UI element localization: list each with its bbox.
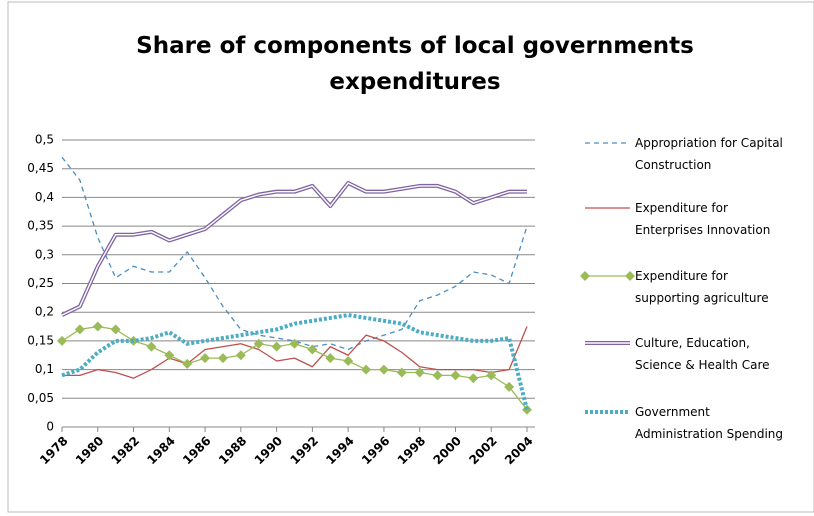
x-tick-label: 1986 (180, 434, 214, 468)
y-tick-label: 0,4 (35, 190, 54, 204)
x-tick-label: 1992 (287, 434, 321, 468)
x-tick-label: 1982 (109, 434, 143, 468)
marker (92, 321, 103, 332)
y-tick-label: 0,05 (27, 391, 54, 405)
x-tick-label: 1988 (216, 434, 250, 468)
marker (307, 344, 318, 355)
y-tick-label: 0,5 (35, 133, 54, 147)
marker (289, 338, 300, 349)
x-tick-label: 2000 (431, 434, 465, 468)
y-tick-label: 0,35 (27, 219, 54, 233)
legend-marker (580, 271, 590, 281)
x-tick-label: 2004 (502, 434, 536, 468)
marker (378, 364, 389, 375)
marker (343, 355, 354, 366)
series-line (61, 181, 527, 317)
series-line (61, 156, 528, 351)
marker (74, 324, 85, 335)
y-tick-label: 0,2 (35, 305, 54, 319)
x-tick-label: 1994 (323, 434, 357, 468)
x-tick-label: 1978 (37, 434, 71, 468)
marker (325, 353, 336, 364)
marker (235, 350, 246, 361)
y-tick-label: 0,15 (27, 333, 54, 347)
marker (504, 381, 515, 392)
marker (217, 353, 228, 364)
x-tick-label: 1998 (395, 434, 429, 468)
x-tick-label: 2002 (466, 434, 500, 468)
legend-label: Government Administration Spending (635, 405, 784, 441)
marker (271, 341, 282, 352)
marker (110, 324, 121, 335)
legend-label: Appropriation for Capital Construction (635, 136, 783, 172)
series-line (62, 326, 528, 379)
marker (432, 370, 443, 381)
marker (146, 341, 157, 352)
legend-marker (625, 271, 635, 281)
marker (450, 370, 461, 381)
y-tick-label: 0,3 (35, 247, 54, 261)
legend-label: Expenditure for supporting agriculture (635, 269, 769, 305)
marker (200, 353, 211, 364)
marker (486, 370, 497, 381)
marker (182, 358, 193, 369)
marker (361, 364, 372, 375)
chart-frame (7, 1, 814, 513)
marker (468, 373, 479, 384)
x-tick-label: 1980 (73, 434, 107, 468)
legend-label: Expenditure for Enterprises Innovation (635, 201, 771, 237)
x-tick-label: 1996 (359, 434, 393, 468)
legend-label: Culture, Education, Science & Health Car… (635, 336, 770, 372)
marker (164, 350, 175, 361)
y-tick-label: 0,1 (35, 362, 54, 376)
x-tick-label: 1984 (144, 434, 178, 468)
marker (414, 367, 425, 378)
y-tick-label: 0,45 (27, 161, 54, 175)
marker (57, 335, 67, 346)
series-line-inner (61, 182, 527, 316)
x-tick-label: 1990 (252, 434, 286, 468)
chart-title: Share of components of local governments… (136, 33, 694, 95)
marker (253, 338, 264, 349)
marker (396, 367, 407, 378)
y-tick-label: 0,25 (27, 276, 54, 290)
y-tick-label: 0 (46, 420, 54, 434)
series-line (61, 313, 529, 411)
